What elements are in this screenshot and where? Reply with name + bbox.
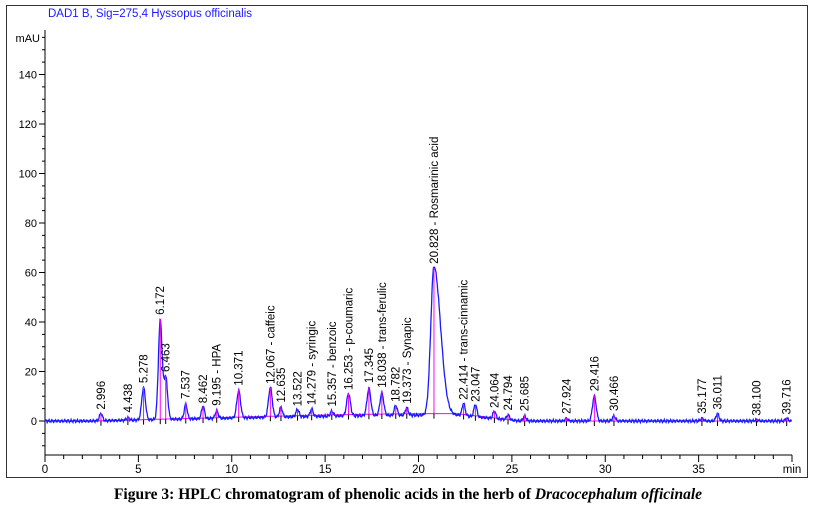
peak-label: 14.279 - syringic (307, 321, 319, 406)
figure-caption: Figure 3: HPLC chromatogram of phenolic … (0, 486, 816, 504)
x-tick-label: 5 (135, 464, 141, 476)
peak-label: 15.357 - benzoic (327, 321, 339, 406)
y-tick-label: 40 (25, 317, 37, 329)
peak-label: 39.716 (782, 379, 794, 414)
y-tick-label: 20 (25, 367, 37, 379)
peak-label: 20.828 - Rosmarinic acid (429, 137, 441, 264)
peak-label: 2.996 (96, 381, 108, 410)
peak-label: 7.537 (181, 370, 193, 399)
peak-label: 10.371 (234, 351, 246, 386)
x-tick-label: 25 (505, 464, 518, 476)
signal-trace (44, 266, 793, 425)
peak-label: 6.463 (161, 343, 173, 372)
peak-label: 38.100 (752, 380, 764, 415)
peak-label: 36.011 (713, 375, 725, 409)
x-tick-label: 35 (692, 464, 705, 476)
y-tick-label: 60 (25, 268, 37, 280)
peak-label: 12.635 (276, 367, 288, 402)
x-tick-label: 0 (42, 464, 48, 476)
x-tick-label: 10 (225, 464, 238, 476)
peak-label: 17.345 (364, 348, 376, 383)
x-tick-label: 20 (412, 464, 425, 476)
chart-frame (6, 5, 808, 478)
peak-label: 22.414 - trans-cinnamic (459, 279, 471, 399)
peak-label: 19.373 - Synapic (402, 317, 414, 404)
peak-label: 9.195 - HPA (212, 344, 224, 406)
caption-species: Dracocephalum officinale (534, 486, 703, 503)
peak-label: 25.685 (520, 376, 532, 411)
peak-label: 24.064 (489, 372, 501, 408)
peak-label: 35.177 (697, 379, 709, 414)
y-tick-label: 100 (19, 169, 37, 181)
y-axis-label: mAU (16, 33, 41, 45)
peak-label: 29.416 (589, 356, 601, 391)
peak-label: 23.047 (470, 367, 482, 402)
peak-label: 12.067 - caffeic (265, 305, 277, 384)
peak-label: 5.278 (139, 354, 151, 383)
x-tick-label: 15 (319, 464, 332, 476)
x-tick-label: 30 (599, 464, 612, 476)
peak-label: 18.782 (391, 367, 403, 402)
peak-label: 24.794 (503, 375, 515, 411)
peak-label: 4.438 (123, 384, 135, 413)
peak-label: 8.462 (198, 374, 210, 403)
peak-label: 13.522 (293, 371, 305, 406)
y-tick-label: 80 (25, 218, 37, 230)
y-tick-label: 120 (19, 119, 37, 131)
peak-label: 16.253 - p-coumaric (344, 288, 356, 391)
x-axis-label: min (783, 464, 802, 476)
peak-label: 6.172 (155, 286, 167, 315)
caption-text: Figure 3: HPLC chromatogram of phenolic … (113, 486, 535, 503)
peak-label: 30.466 (609, 376, 621, 411)
y-tick-label: 0 (31, 416, 37, 428)
peak-label: 18.038 - trans-ferulic (377, 282, 389, 388)
y-tick-label: 140 (19, 70, 37, 82)
chart-title: DAD1 B, Sig=275,4 Hyssopus officinalis (48, 8, 253, 20)
peak-label: 27.924 (561, 378, 573, 414)
